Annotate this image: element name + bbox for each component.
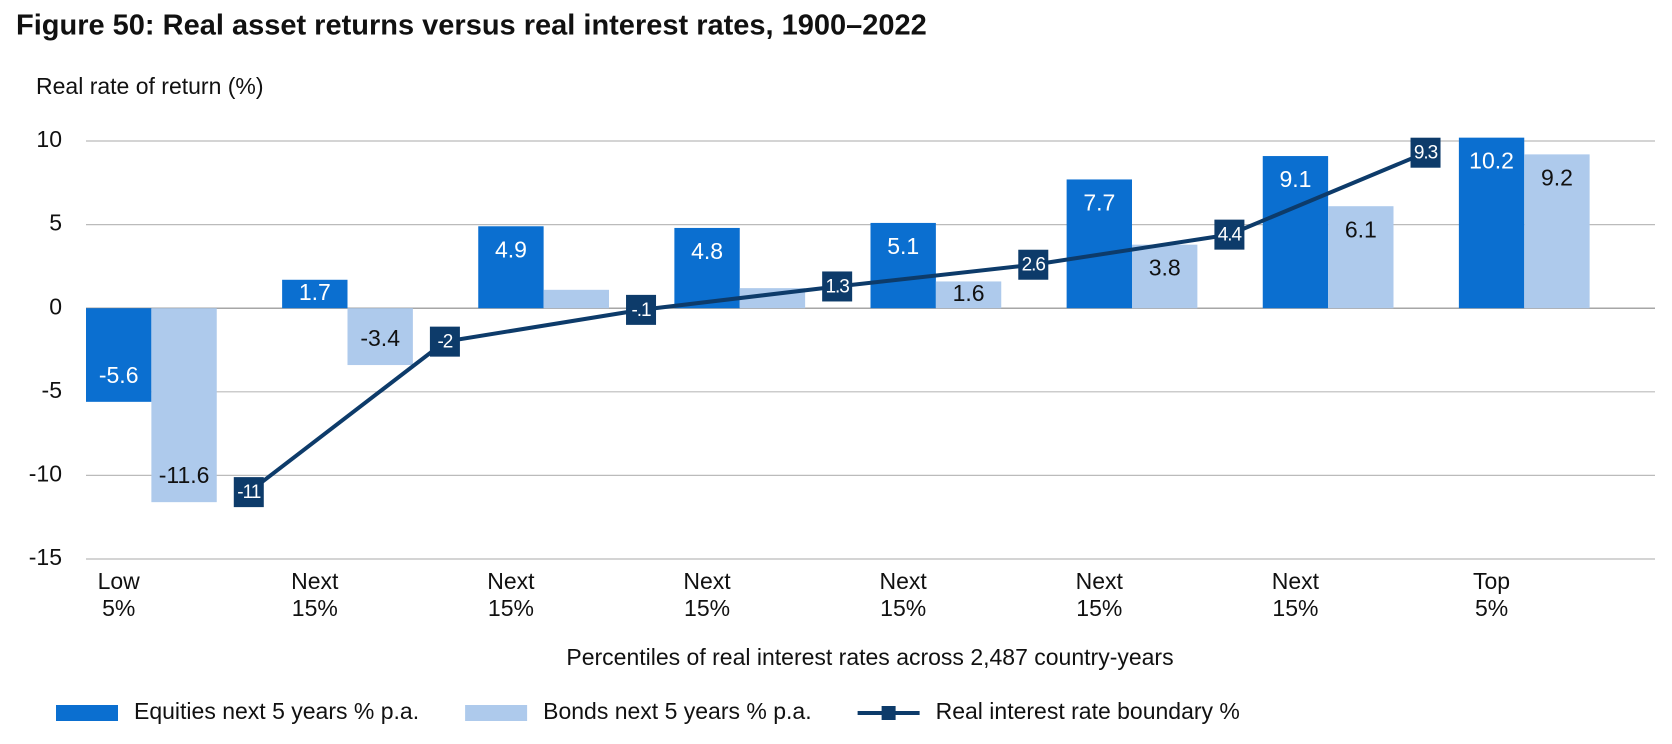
line-marker [1410, 137, 1441, 168]
line-marker [1018, 249, 1049, 280]
data-label: 4.4 [1218, 225, 1243, 246]
x-tick-label: 5% [102, 595, 135, 621]
bar [674, 227, 740, 309]
line-marker [1214, 219, 1245, 250]
data-label: 7.7 [1083, 190, 1115, 216]
data-label: -11 [237, 482, 260, 503]
x-tick-label: 5% [1475, 595, 1508, 621]
data-label: 9.1 [1279, 166, 1311, 192]
data-label: -.1 [631, 300, 651, 321]
line-marker [429, 326, 460, 357]
x-tick-label: 15% [488, 595, 534, 621]
x-tick-label: Next [683, 568, 731, 594]
line-marker [233, 477, 264, 508]
data-label: 3.8 [1149, 255, 1181, 281]
data-label: 5.1 [887, 233, 919, 259]
data-label: 9.3 [1414, 143, 1438, 164]
data-label: -3.4 [360, 325, 400, 351]
bar [1066, 179, 1132, 309]
line [247, 150, 1427, 494]
x-tick-label: 15% [1076, 595, 1122, 621]
y-tick-label: 0 [49, 293, 62, 319]
chart-title: Figure 50: Real asset returns versus rea… [16, 10, 927, 42]
y-tick-label: 10 [36, 126, 62, 152]
data-label: 4.9 [495, 236, 527, 262]
bar [1524, 154, 1590, 309]
bar [870, 222, 936, 309]
bar [86, 308, 152, 402]
x-tick-label: Next [487, 568, 535, 594]
data-label: -11.6 [159, 462, 210, 488]
bar [1328, 206, 1394, 309]
data-label: 1.7 [299, 279, 331, 305]
data-label: 6.1 [1345, 216, 1377, 242]
bar [282, 279, 348, 309]
bar [478, 226, 544, 309]
y-tick-label: -10 [29, 460, 62, 486]
bar [1262, 156, 1329, 309]
data-label: 9.2 [1541, 164, 1573, 190]
y-tick-label: -15 [29, 544, 62, 570]
legend-swatch [881, 706, 896, 720]
x-tick-label: Next [1076, 568, 1124, 594]
data-label: 10.2 [1469, 148, 1514, 174]
x-tick-label: 15% [292, 595, 338, 621]
bar [1132, 244, 1198, 309]
data-label: 4.8 [691, 238, 723, 264]
x-tick-label: Next [1272, 568, 1320, 594]
x-axis-label: Percentiles of real interest rates acros… [566, 644, 1173, 670]
y-tick-label: 5 [49, 210, 62, 236]
x-tick-label: 15% [1272, 595, 1318, 621]
x-tick-label: Top [1473, 568, 1510, 594]
x-tick-label: Next [880, 568, 928, 594]
x-tick-label: 15% [880, 595, 926, 621]
legend-label: Real interest rate boundary % [936, 698, 1240, 724]
bar [543, 289, 609, 309]
x-tick-label: 15% [684, 595, 730, 621]
legend-swatch [56, 705, 118, 721]
x-tick-label: Low [98, 568, 141, 594]
line-marker [822, 271, 853, 302]
data-label: 1.6 [953, 280, 985, 306]
x-tick-label: Next [291, 568, 339, 594]
data-label: 2.6 [1022, 255, 1046, 276]
data-label: 1.3 [825, 276, 849, 297]
data-label: -2 [437, 332, 452, 353]
legend-swatch [465, 705, 528, 721]
bar [151, 308, 217, 503]
data-label: -5.6 [99, 362, 139, 388]
bar [935, 281, 1002, 309]
bar [1458, 137, 1525, 309]
y-axis-label: Real rate of return (%) [36, 73, 264, 99]
y-tick-label: -5 [42, 377, 62, 403]
legend-label: Bonds next 5 years % p.a. [543, 698, 812, 724]
bar [347, 308, 413, 366]
line-marker [626, 294, 657, 325]
legend-label: Equities next 5 years % p.a. [134, 698, 419, 724]
